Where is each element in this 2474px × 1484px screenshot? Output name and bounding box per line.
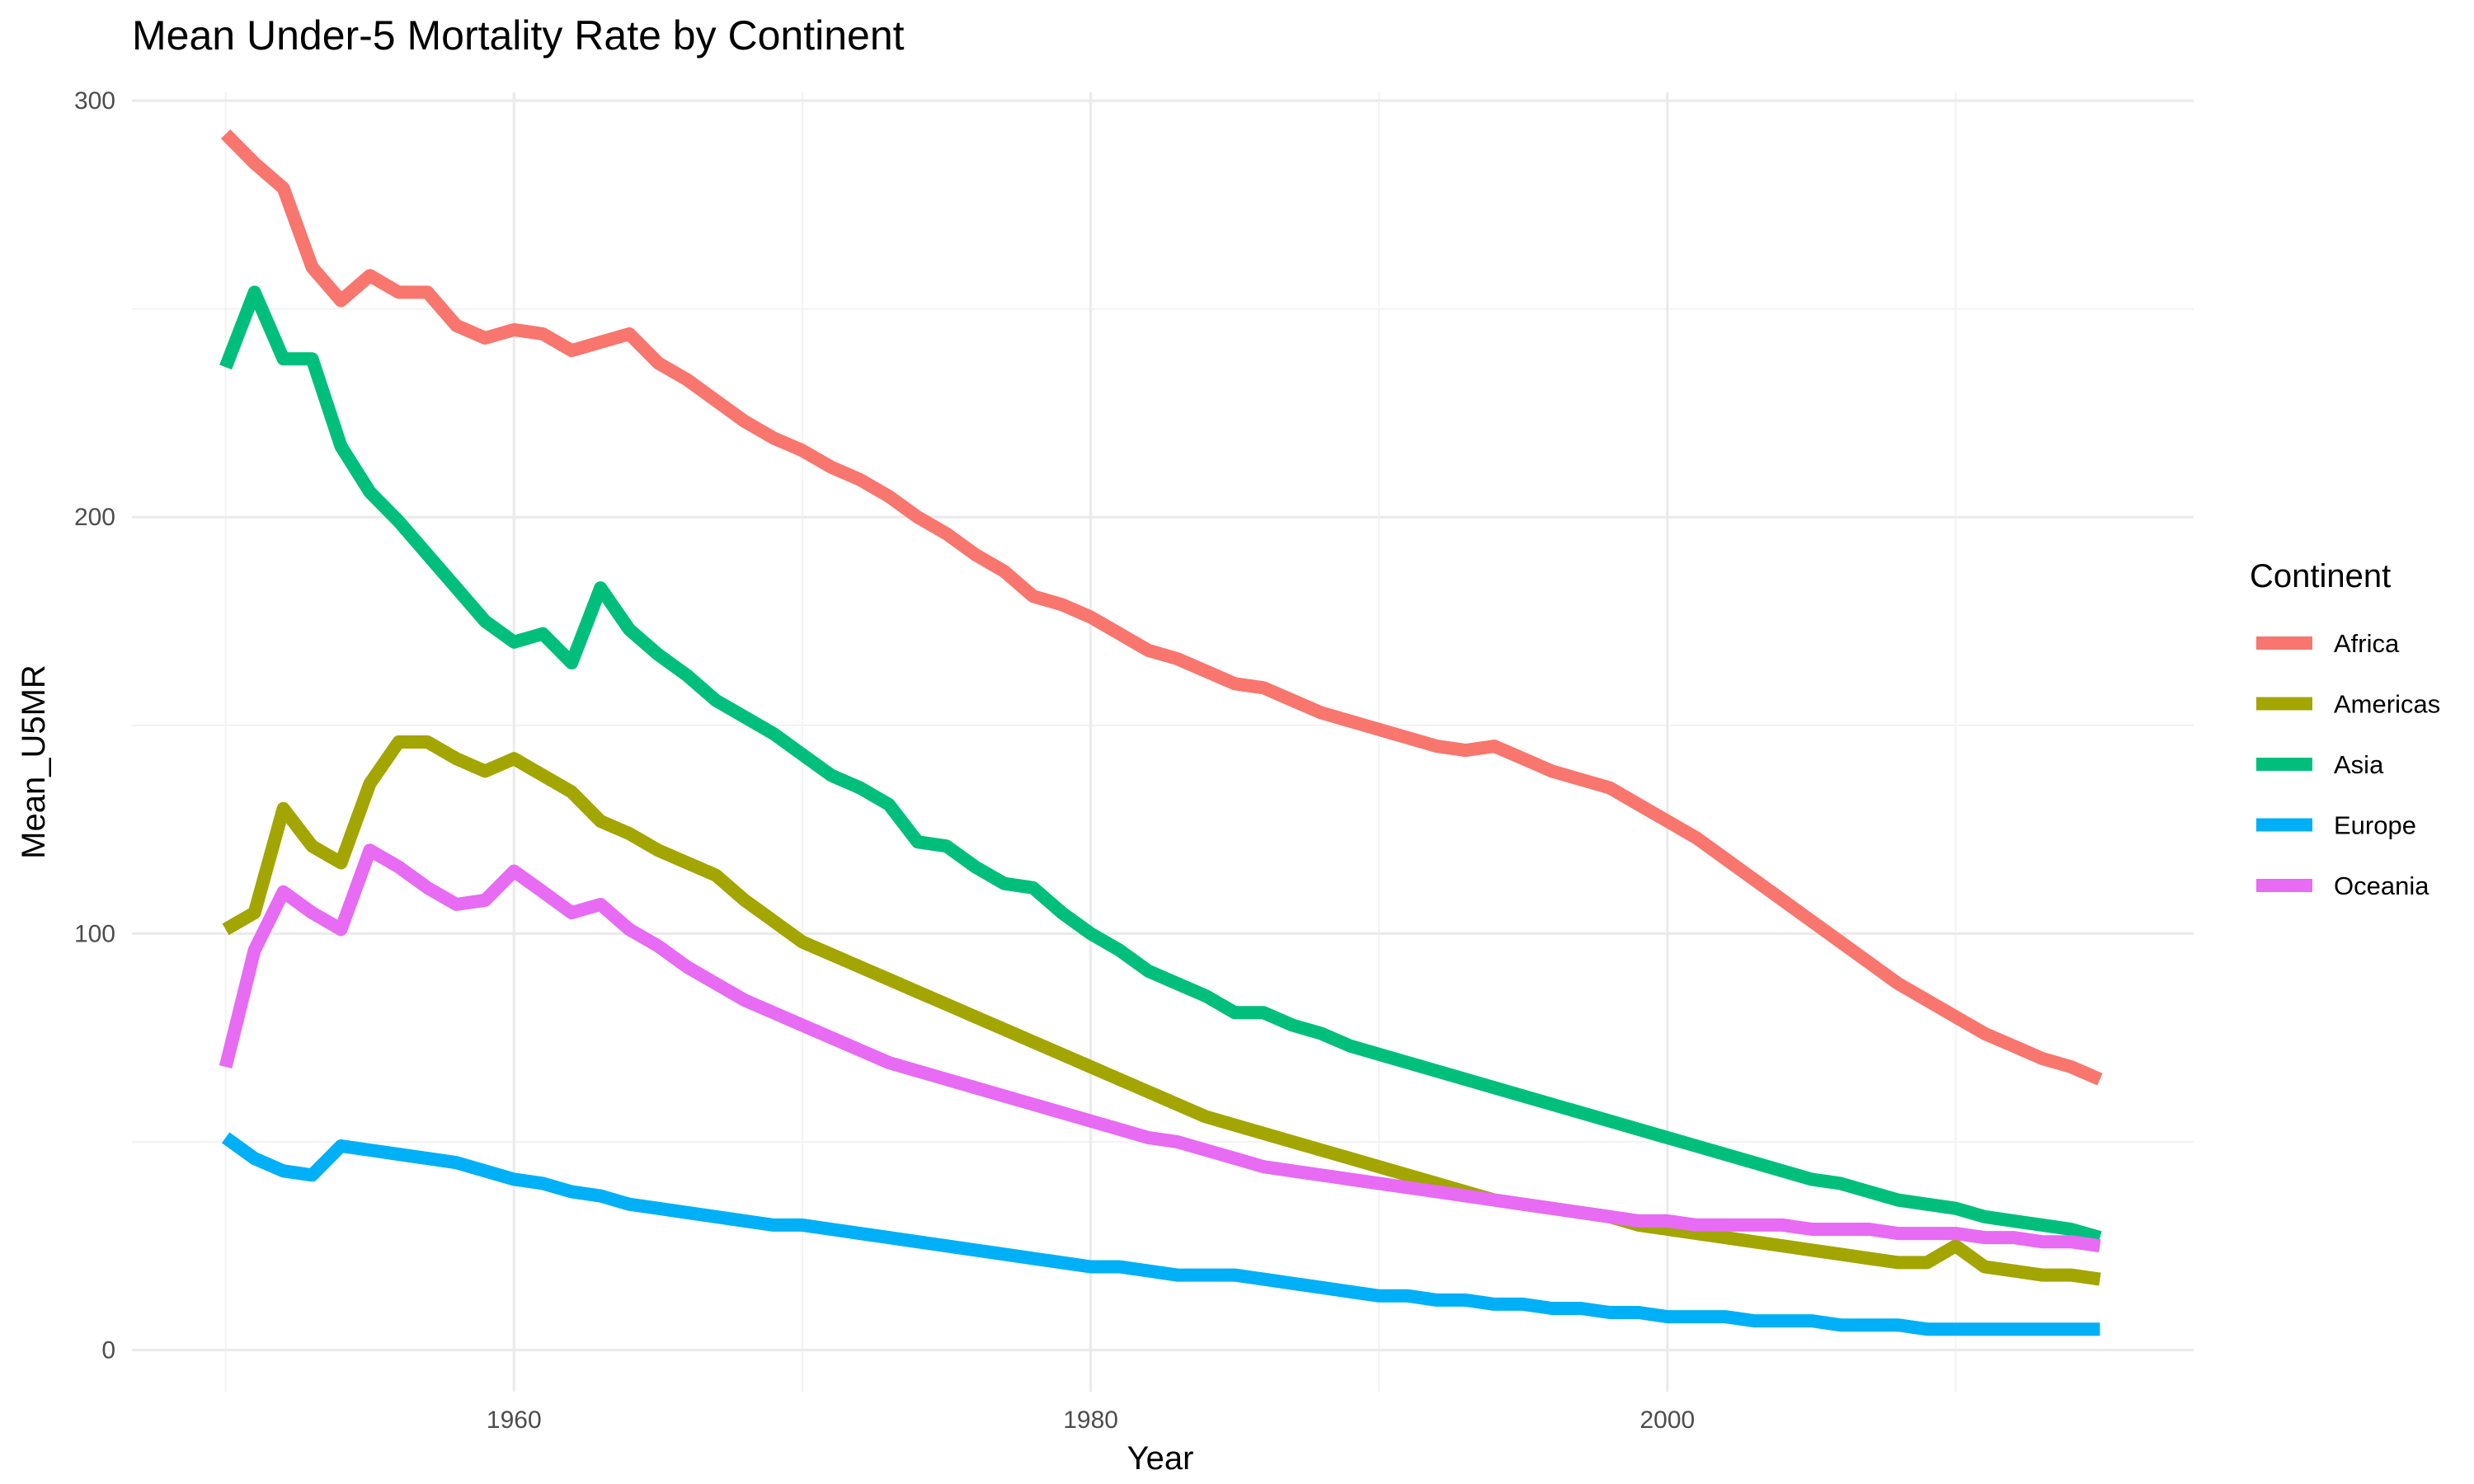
legend-item-africa: Africa bbox=[2256, 629, 2400, 658]
chart-title: Mean Under-5 Mortality Rate by Continent bbox=[132, 12, 905, 59]
legend-label-africa: Africa bbox=[2334, 629, 2400, 658]
series-line-europe bbox=[221, 1132, 2100, 1336]
x-tick-label: 1960 bbox=[487, 1407, 542, 1434]
y-tick-label: 0 bbox=[101, 1336, 115, 1364]
legend-item-oceania: Oceania bbox=[2256, 871, 2429, 900]
x-axis-tick-labels: 1960 1980 2000 bbox=[487, 1407, 1695, 1434]
legend: Continent Africa Americas Asia Europe Oceani… bbox=[2250, 558, 2440, 900]
series-line-oceania bbox=[219, 843, 2101, 1253]
x-tick-label: 1980 bbox=[1063, 1407, 1118, 1434]
y-tick-label: 100 bbox=[74, 920, 115, 947]
legend-item-europe: Europe bbox=[2256, 811, 2416, 840]
y-tick-label: 300 bbox=[74, 87, 115, 115]
series-lines bbox=[219, 129, 2103, 1336]
x-axis-title: Year bbox=[1127, 1440, 1194, 1477]
y-axis-tick-labels: 0 100 200 300 bbox=[74, 87, 115, 1364]
legend-item-americas: Americas bbox=[2256, 690, 2440, 719]
legend-label-asia: Asia bbox=[2334, 750, 2384, 779]
series-line-asia bbox=[219, 285, 2102, 1244]
x-tick-label: 2000 bbox=[1640, 1407, 1696, 1434]
y-axis-title: Mean_U5MR bbox=[16, 665, 52, 859]
legend-label-europe: Europe bbox=[2334, 811, 2416, 840]
y-tick-label: 200 bbox=[74, 504, 115, 531]
series-line-americas bbox=[222, 735, 2101, 1286]
legend-label-oceania: Oceania bbox=[2334, 871, 2429, 900]
legend-label-americas: Americas bbox=[2334, 690, 2440, 719]
series-line-africa bbox=[220, 129, 2103, 1086]
legend-item-asia: Asia bbox=[2256, 750, 2384, 779]
legend-items: Africa Americas Asia Europe Oceania bbox=[2256, 629, 2440, 900]
legend-title: Continent bbox=[2250, 558, 2391, 594]
major-gridlines bbox=[132, 92, 2194, 1392]
